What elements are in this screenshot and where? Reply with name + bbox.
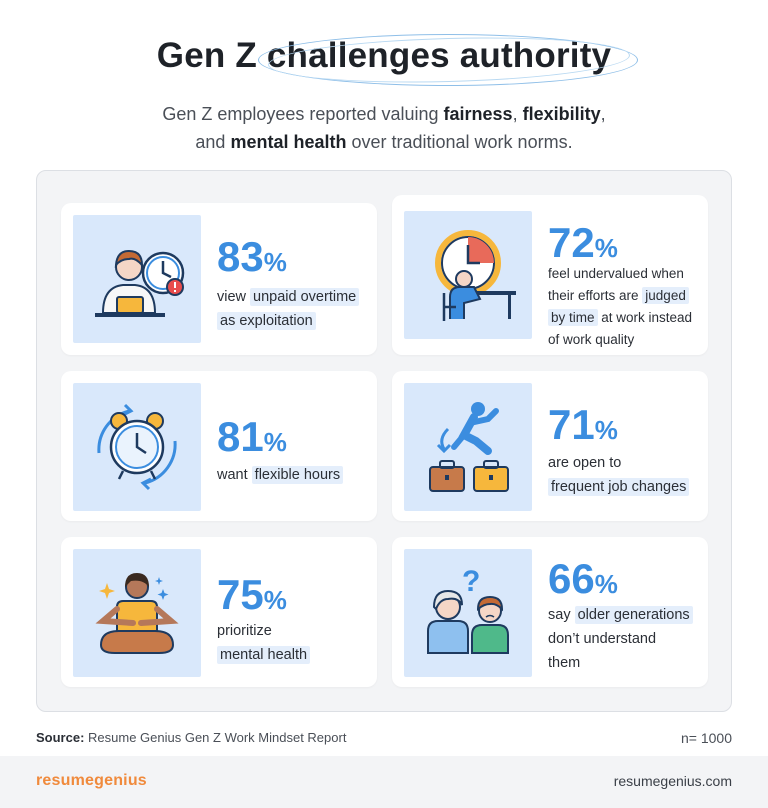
stat-card-undervalued: 72% feel undervalued when their efforts …	[392, 195, 708, 355]
stat-value: 66%	[548, 555, 618, 602]
stat-description: feel undervalued when their efforts are …	[548, 266, 693, 347]
stat-description: are open to frequent job changes	[548, 451, 718, 499]
stat-card-mental-health: 75% prioritize mental health	[61, 537, 377, 687]
page-subtitle: Gen Z employees reported valuing fairnes…	[162, 104, 606, 152]
stat-description: view unpaid overtime as exploitation	[217, 285, 387, 333]
stat-description: want flexible hours	[217, 463, 387, 487]
stat-description: say older generations don’t understand t…	[548, 603, 718, 675]
alarm-clock-icon	[73, 383, 201, 511]
stat-value: 75%	[217, 571, 287, 618]
generations-question-icon: ?	[404, 549, 532, 677]
stat-value: 71%	[548, 401, 618, 448]
stat-value: 81%	[217, 413, 287, 460]
site-url: resumegenius.com	[613, 773, 732, 789]
stat-card-generations: ? 66% say older generations don’t unders…	[392, 537, 708, 687]
stats-panel: 83% view unpaid overtime as exploitation…	[36, 170, 732, 712]
meditation-icon	[73, 549, 201, 677]
jumping-briefcases-icon	[404, 383, 532, 511]
title-highlight-oval	[258, 34, 638, 86]
sample-size: n= 1000	[681, 730, 732, 746]
source-note: Source: Resume Genius Gen Z Work Mindset…	[36, 730, 347, 745]
footer-bar: resumegenius resumegenius.com	[0, 756, 768, 808]
stat-description: prioritize mental health	[217, 619, 387, 667]
overtime-worker-icon	[73, 215, 201, 343]
brand-logo: resumegenius	[36, 772, 147, 789]
svg-text:?: ?	[462, 565, 480, 598]
stat-value: 83%	[217, 233, 287, 280]
stat-value: 72%	[548, 219, 618, 266]
stat-card-job-changes: 71% are open to frequent job changes	[392, 371, 708, 521]
stat-card-overtime: 83% view unpaid overtime as exploitation	[61, 203, 377, 355]
clock-desk-worker-icon	[404, 211, 532, 339]
stat-card-flexible-hours: 81% want flexible hours	[61, 371, 377, 521]
